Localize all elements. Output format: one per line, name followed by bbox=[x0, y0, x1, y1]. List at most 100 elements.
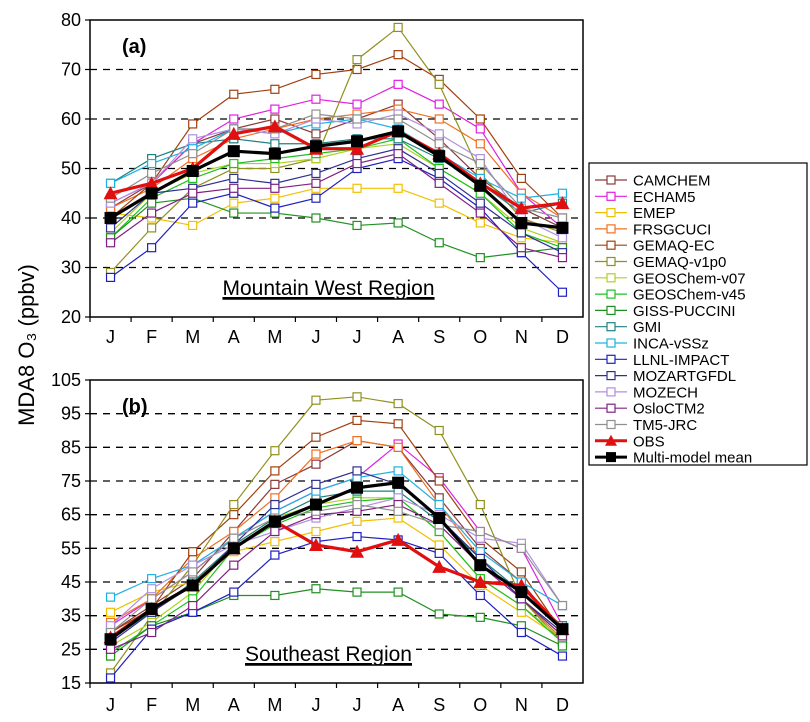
legend-label: OBS bbox=[633, 433, 665, 450]
legend-marker bbox=[606, 419, 616, 430]
legend-entry: GEOSChem-v45 bbox=[595, 287, 746, 304]
data-point bbox=[104, 212, 117, 224]
series-osloctm2 bbox=[105, 149, 568, 263]
legend-marker bbox=[606, 452, 616, 463]
series-line bbox=[110, 443, 563, 627]
data-point bbox=[311, 69, 321, 80]
data-point bbox=[270, 526, 280, 537]
data-point bbox=[268, 147, 281, 160]
legend-label: GEOSChem-v07 bbox=[633, 270, 746, 287]
legend-label: CAMCHEM bbox=[633, 173, 711, 190]
data-point bbox=[351, 481, 364, 494]
series-line bbox=[110, 138, 563, 249]
data-point bbox=[147, 243, 157, 253]
data-point bbox=[188, 600, 198, 611]
data-point bbox=[434, 114, 444, 124]
data-point bbox=[475, 139, 485, 149]
legend-label: GISS-PUCCINI bbox=[633, 303, 736, 320]
y-tick-label: 65 bbox=[61, 505, 81, 525]
x-tick-label: O bbox=[473, 327, 487, 347]
data-point bbox=[147, 198, 157, 208]
data-point bbox=[311, 526, 321, 537]
series-line bbox=[110, 53, 563, 219]
data-point bbox=[393, 419, 403, 429]
series-line bbox=[110, 396, 563, 674]
legend-marker bbox=[606, 371, 616, 381]
y-tick-label: 80 bbox=[61, 10, 81, 30]
data-point bbox=[186, 579, 199, 592]
legend-label: Multi-model mean bbox=[633, 450, 752, 467]
data-point bbox=[516, 193, 526, 203]
legend-marker bbox=[606, 256, 616, 267]
data-point bbox=[393, 114, 403, 124]
series-giss-puccini bbox=[105, 193, 568, 263]
data-point bbox=[434, 198, 444, 208]
data-point bbox=[226, 126, 241, 140]
legend-label: LLNL-IMPACT bbox=[633, 352, 729, 369]
data-point bbox=[188, 188, 198, 198]
data-point bbox=[516, 627, 526, 638]
data-point bbox=[229, 510, 239, 520]
legend-entry: GEMAQ-v1p0 bbox=[595, 254, 726, 271]
y-tick-label: 40 bbox=[61, 208, 81, 228]
data-point bbox=[434, 79, 444, 89]
data-point bbox=[475, 124, 485, 134]
data-point bbox=[432, 559, 447, 573]
y-tick-label: 75 bbox=[61, 471, 81, 491]
y-tick-label: 85 bbox=[61, 437, 81, 457]
data-point bbox=[392, 476, 405, 489]
data-point bbox=[351, 135, 364, 148]
region-label: Southeast Region bbox=[245, 643, 412, 666]
legend-marker bbox=[606, 322, 616, 332]
series-line bbox=[110, 148, 563, 254]
data-point bbox=[434, 129, 444, 139]
legend-label: GEOSChem-v45 bbox=[633, 287, 746, 304]
data-point bbox=[474, 559, 487, 572]
series-multi-model-mean bbox=[104, 125, 569, 234]
data-point bbox=[188, 220, 198, 231]
data-point bbox=[311, 584, 321, 594]
data-point bbox=[145, 187, 158, 200]
data-point bbox=[311, 94, 321, 104]
data-point bbox=[227, 542, 240, 555]
legend-marker bbox=[606, 191, 616, 201]
legend-entry: OsloCTM2 bbox=[595, 401, 705, 418]
data-point bbox=[433, 150, 446, 163]
series-line bbox=[110, 113, 563, 239]
data-point bbox=[475, 526, 485, 537]
legend-label: ECHAM5 bbox=[633, 189, 696, 206]
data-point bbox=[229, 560, 239, 570]
data-point bbox=[229, 183, 239, 193]
legend-entry: FRSGCUCI bbox=[595, 221, 711, 238]
legend-entry: GEOSChem-v07 bbox=[595, 270, 746, 287]
data-point bbox=[270, 446, 280, 456]
data-point bbox=[270, 536, 280, 547]
legend-entry: GMI bbox=[595, 319, 661, 336]
legend-entry: INCA-vSSz bbox=[595, 336, 709, 353]
data-point bbox=[105, 673, 116, 683]
series-line bbox=[110, 503, 563, 633]
x-tick-label: M bbox=[185, 695, 200, 715]
data-point bbox=[352, 499, 362, 510]
data-point bbox=[270, 466, 280, 476]
data-point bbox=[556, 221, 569, 234]
legend-label: GEMAQ-EC bbox=[633, 238, 715, 255]
data-point bbox=[229, 158, 239, 169]
data-point bbox=[147, 574, 157, 584]
data-point bbox=[188, 567, 198, 577]
data-point bbox=[352, 54, 362, 65]
data-point bbox=[475, 253, 485, 263]
data-point bbox=[144, 176, 159, 190]
data-point bbox=[270, 479, 280, 489]
data-point bbox=[311, 479, 321, 489]
x-tick-label: S bbox=[433, 327, 445, 347]
data-point bbox=[473, 575, 488, 588]
data-point bbox=[352, 587, 362, 597]
data-point bbox=[391, 532, 406, 546]
data-point bbox=[147, 223, 157, 233]
data-point bbox=[393, 398, 403, 409]
y-tick-label: 25 bbox=[61, 639, 81, 659]
x-tick-label: J bbox=[353, 327, 362, 347]
series-line bbox=[110, 124, 563, 210]
